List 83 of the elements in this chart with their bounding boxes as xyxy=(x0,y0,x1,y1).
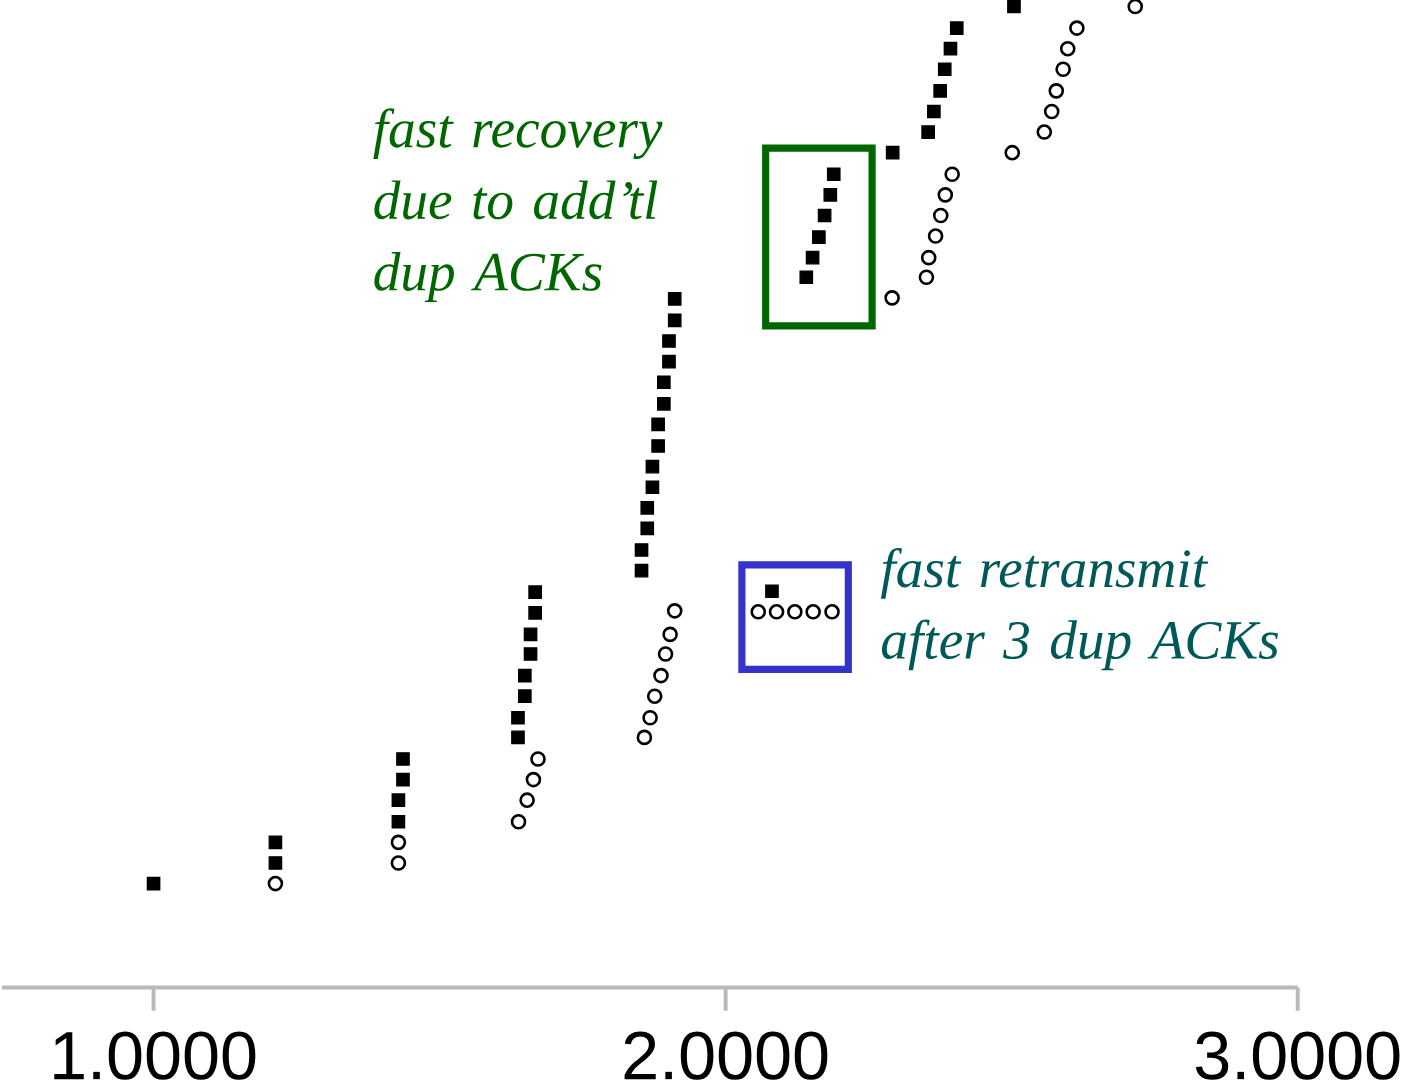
point xyxy=(927,104,941,119)
point xyxy=(645,480,660,495)
point xyxy=(1069,20,1085,37)
point xyxy=(1048,83,1065,99)
point xyxy=(645,459,660,474)
x-tick-label: 3.0000 xyxy=(1195,1031,1400,1080)
point xyxy=(667,292,682,306)
point xyxy=(510,814,527,830)
point xyxy=(146,876,161,891)
point xyxy=(823,188,838,202)
point xyxy=(949,21,964,36)
point xyxy=(518,668,532,683)
point xyxy=(528,585,542,600)
point xyxy=(390,855,407,871)
point xyxy=(518,689,532,704)
point xyxy=(662,354,676,369)
point xyxy=(662,334,676,349)
point xyxy=(817,208,832,223)
point xyxy=(1127,0,1144,15)
x-tick-label: 1.0000 xyxy=(54,1031,256,1080)
point xyxy=(657,375,671,390)
point xyxy=(268,835,283,850)
point xyxy=(1007,0,1021,14)
point xyxy=(636,729,653,746)
point xyxy=(657,646,674,662)
point xyxy=(1059,41,1076,57)
point xyxy=(921,125,935,140)
point xyxy=(768,604,785,620)
point xyxy=(651,439,665,454)
point xyxy=(640,521,655,536)
point xyxy=(640,501,655,515)
point xyxy=(932,207,949,224)
point xyxy=(750,604,767,620)
point xyxy=(765,584,779,599)
point xyxy=(812,230,826,245)
point xyxy=(646,688,663,705)
point xyxy=(653,667,669,684)
point xyxy=(824,604,840,620)
x-tick-label: 2.0000 xyxy=(624,1031,828,1080)
point xyxy=(805,250,820,265)
point xyxy=(1036,124,1053,141)
point xyxy=(943,42,958,56)
point xyxy=(662,626,678,643)
point xyxy=(933,84,947,98)
point xyxy=(511,711,525,725)
point xyxy=(826,167,841,182)
point xyxy=(651,417,665,432)
point xyxy=(799,270,814,285)
point xyxy=(918,269,935,286)
point xyxy=(1055,61,1071,78)
point xyxy=(667,313,682,328)
point xyxy=(525,771,542,788)
point xyxy=(642,710,658,726)
annotation: fast retransmit after 3 dup ACKs xyxy=(880,548,1279,671)
point xyxy=(523,647,538,661)
point xyxy=(657,397,671,411)
point xyxy=(920,250,937,266)
point xyxy=(1004,145,1021,161)
point xyxy=(511,730,525,745)
point xyxy=(267,875,284,892)
point xyxy=(530,751,546,767)
point xyxy=(944,166,960,183)
point xyxy=(390,834,407,851)
point xyxy=(805,604,821,620)
annotation: fast recovery due to add’tl dup ACKs xyxy=(373,108,663,303)
point xyxy=(391,793,406,808)
point xyxy=(391,815,406,829)
point xyxy=(1043,103,1060,120)
point xyxy=(523,627,538,642)
point xyxy=(634,563,649,578)
point xyxy=(268,856,283,870)
point xyxy=(634,543,649,558)
point xyxy=(666,603,683,619)
point xyxy=(528,606,542,620)
point xyxy=(937,62,952,77)
point xyxy=(519,792,535,809)
point xyxy=(927,228,944,245)
point xyxy=(884,290,900,306)
point xyxy=(396,772,410,787)
point xyxy=(787,604,803,620)
point xyxy=(937,187,954,203)
point xyxy=(885,146,900,160)
point xyxy=(396,752,410,766)
